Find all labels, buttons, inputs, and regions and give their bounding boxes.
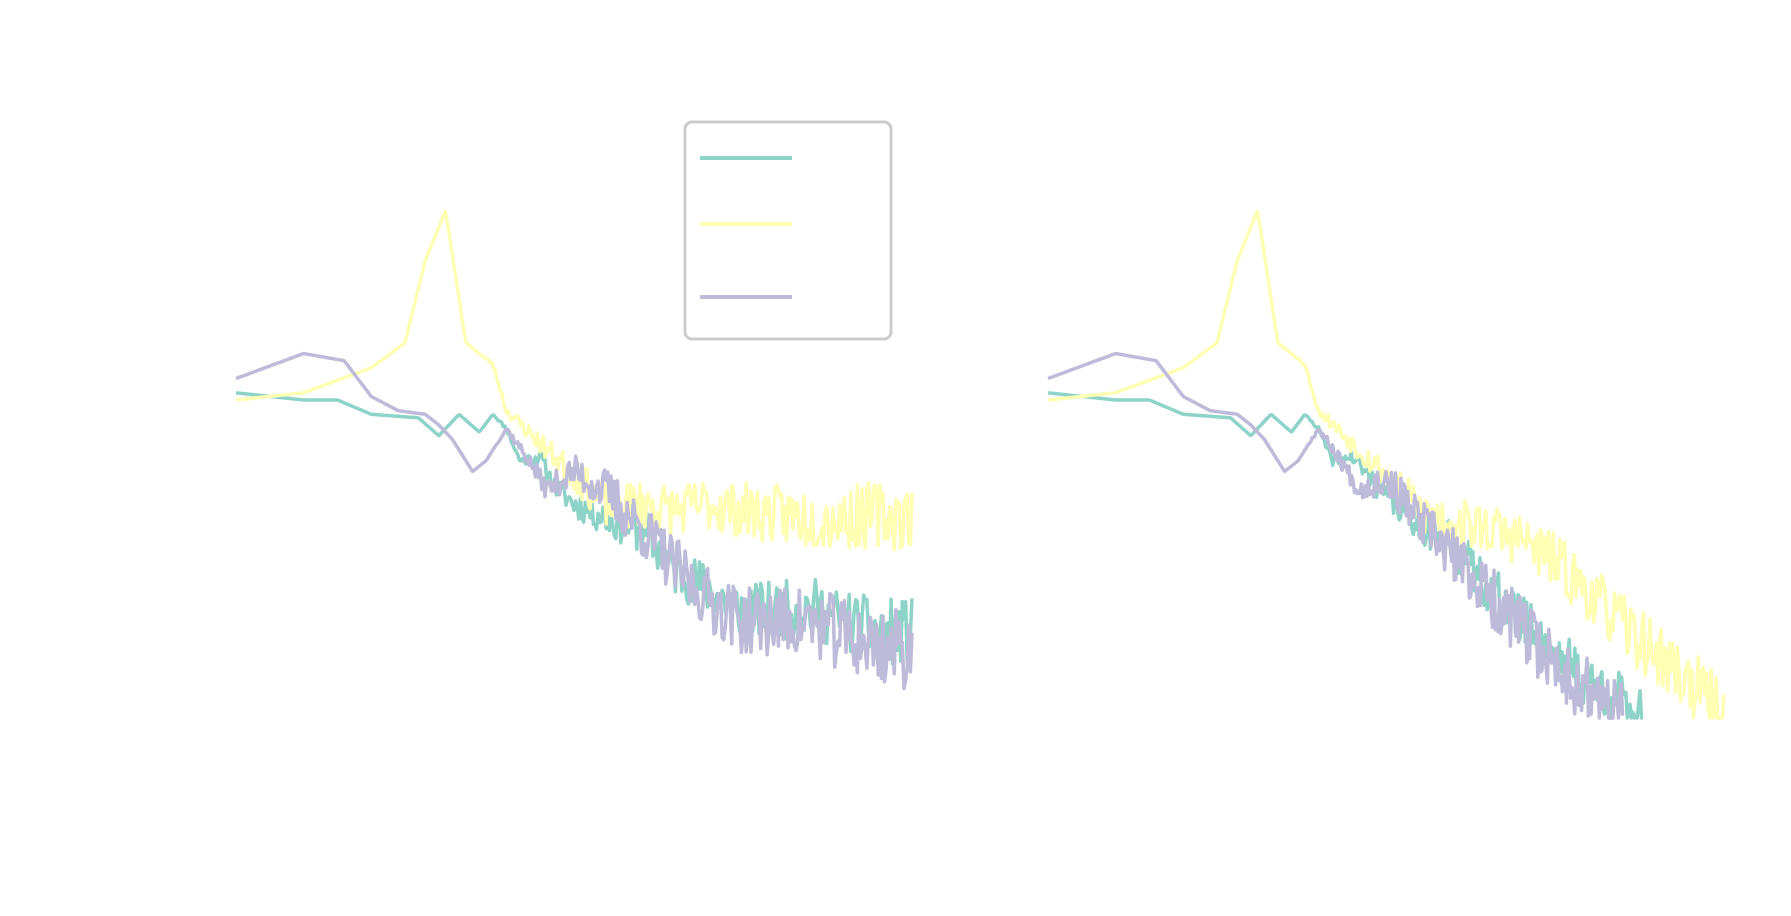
legend-box <box>685 122 891 339</box>
legend <box>685 122 891 339</box>
